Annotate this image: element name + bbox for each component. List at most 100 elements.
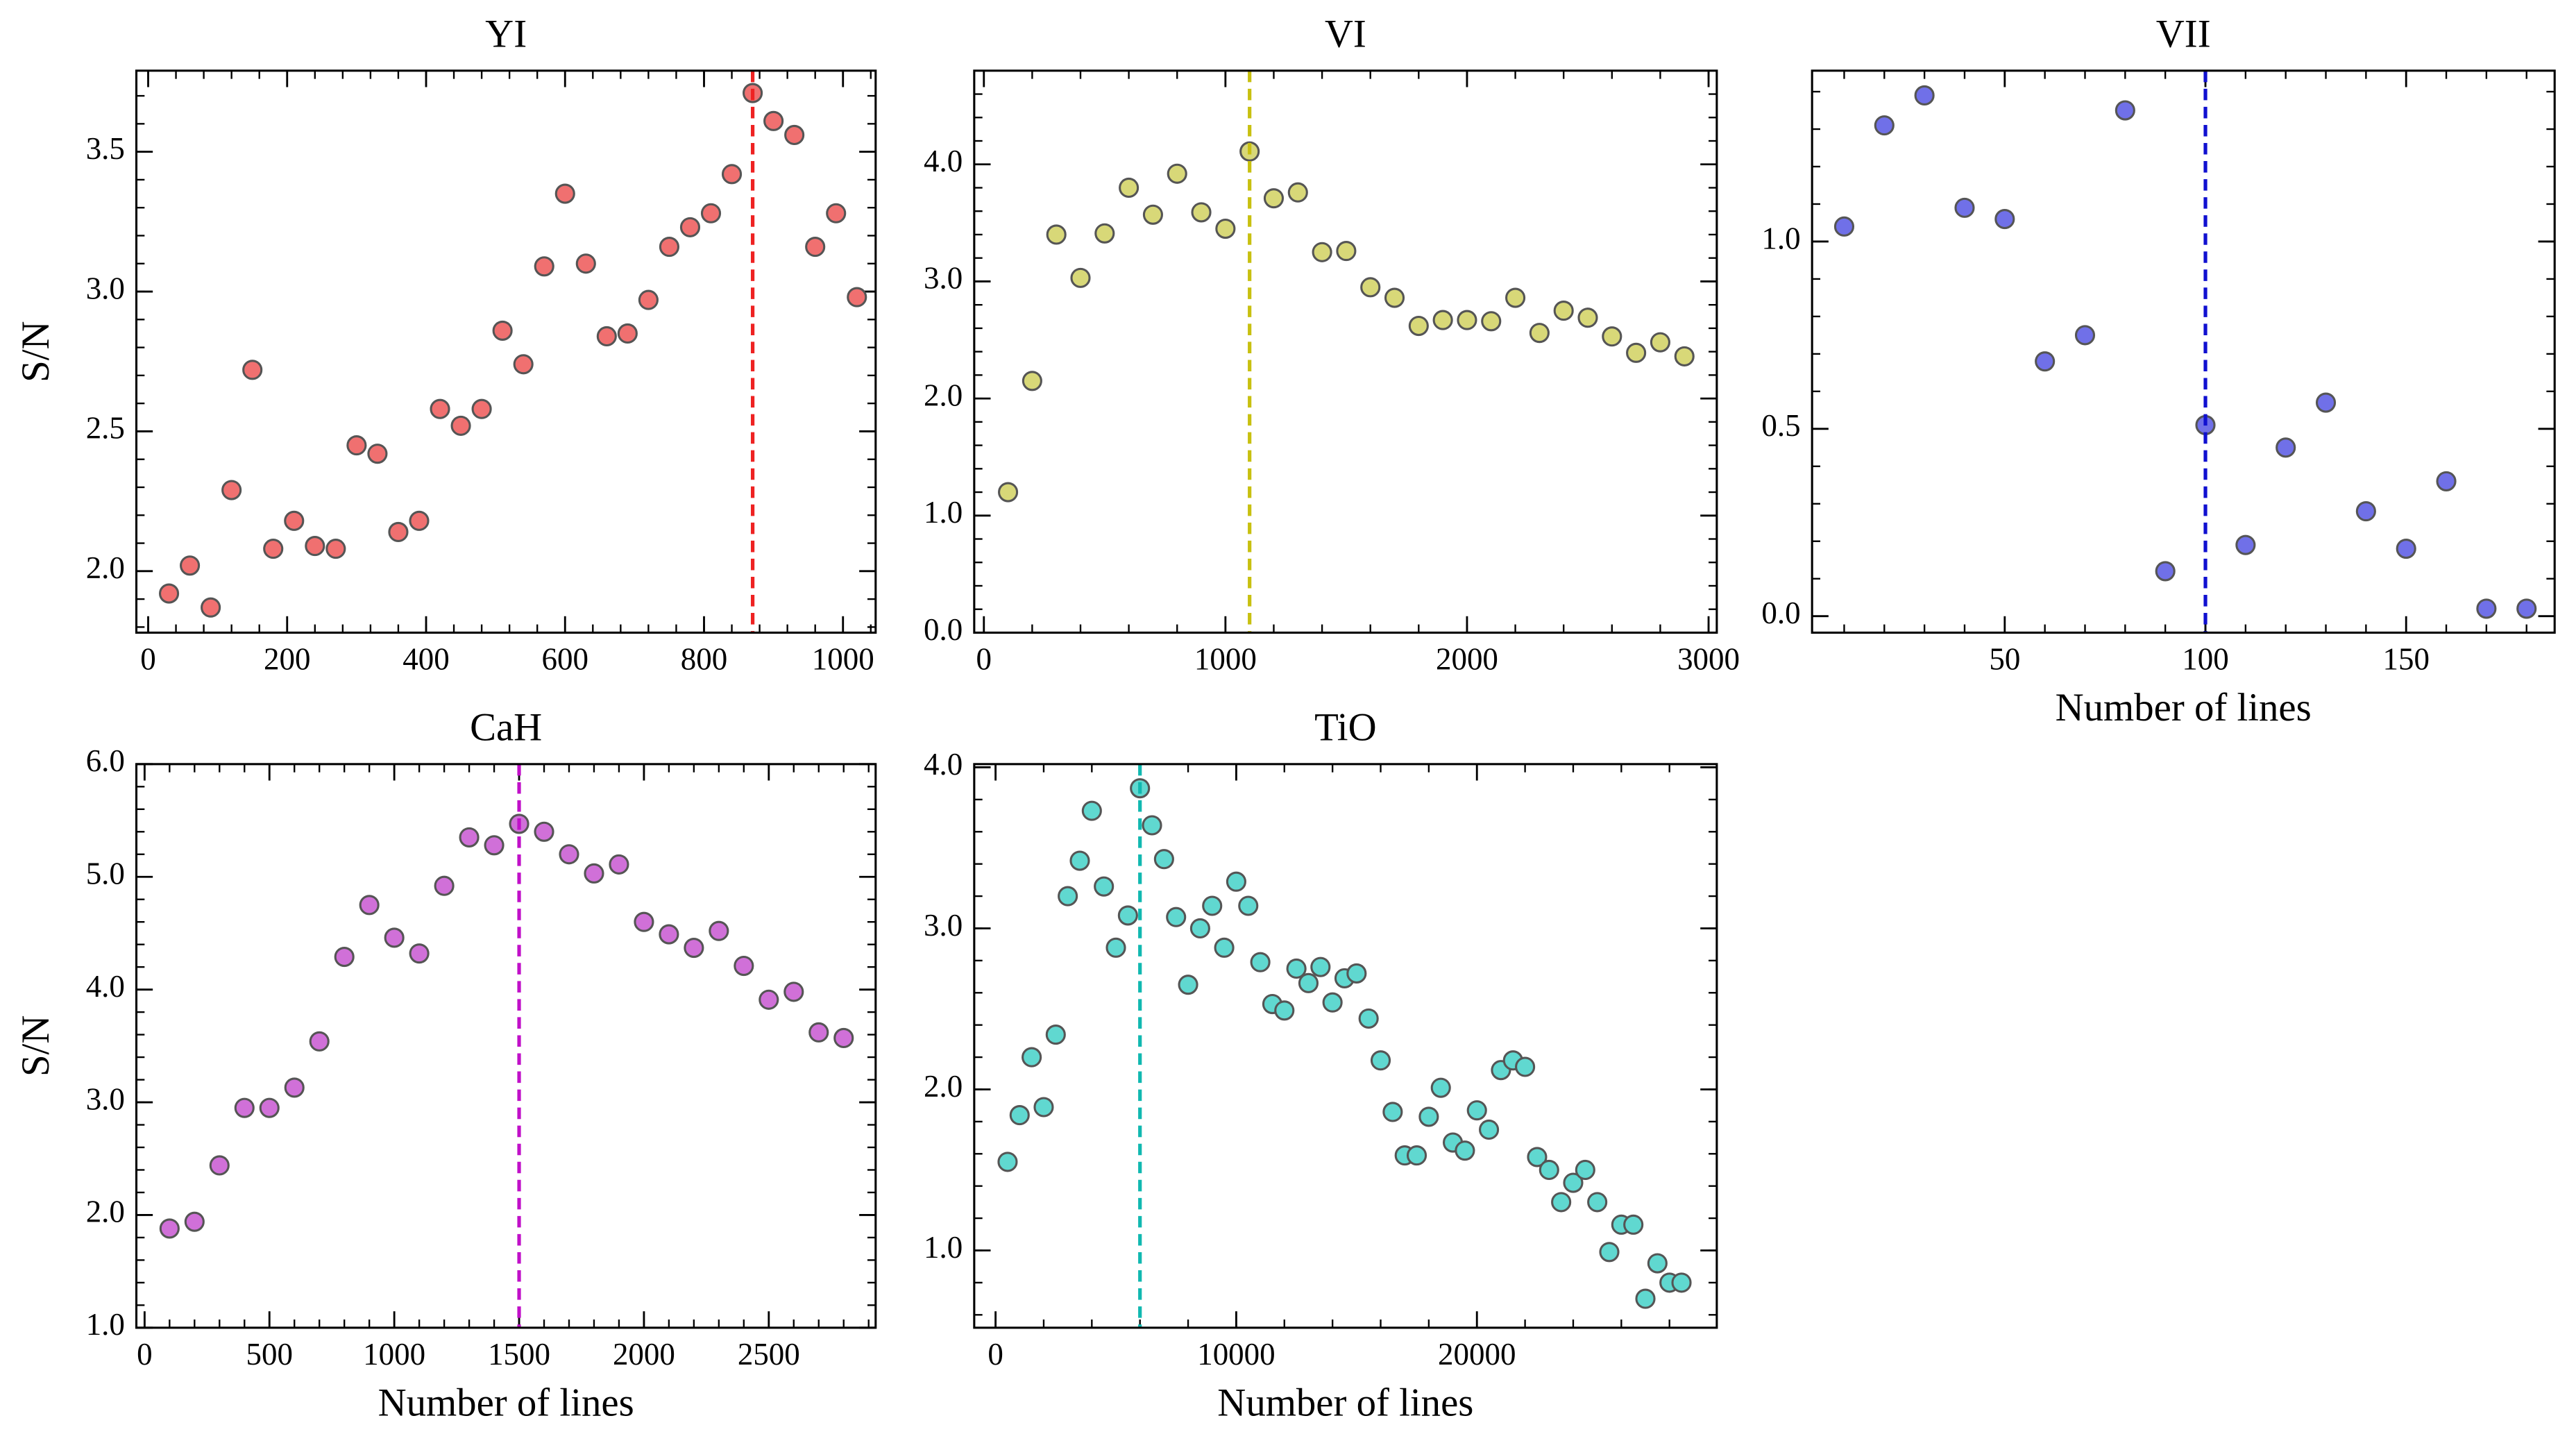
subplot-title: CaH (470, 706, 542, 750)
point (559, 844, 579, 865)
point (1142, 815, 1162, 836)
point (1046, 224, 1067, 245)
point (534, 821, 554, 842)
point (808, 1022, 829, 1043)
y-tick-label: 2.0 (86, 1195, 125, 1229)
point (346, 435, 367, 456)
y-tick-label: 3.0 (86, 1081, 125, 1116)
subplot-title: YI (485, 12, 527, 56)
point (459, 827, 480, 848)
point (305, 536, 325, 557)
point (1529, 323, 1550, 344)
point (1587, 1192, 1608, 1213)
point (1105, 937, 1126, 958)
point (1070, 267, 1091, 288)
subplot-title: VI (1325, 12, 1366, 56)
y-tick-label: 3.0 (924, 908, 963, 943)
point (284, 1077, 305, 1098)
point (1539, 1159, 1559, 1181)
point (734, 955, 754, 977)
point (659, 237, 679, 258)
point (1408, 315, 1429, 337)
point (1874, 115, 1895, 136)
subplot: 0 500 1000 1500 2000 2500 1.0 2.0 3.0 4.0 5.0 6.0 Ca… (14, 706, 877, 1425)
point (180, 555, 201, 576)
y-tick-label: 3.0 (86, 271, 125, 305)
y-tick-label: 2.5 (86, 411, 125, 446)
point (263, 539, 284, 559)
y-tick-label: 0.5 (1761, 408, 1800, 443)
point (513, 354, 534, 375)
x-tick-label: 0 (140, 641, 155, 676)
point (1674, 346, 1695, 366)
subplot-title: TiO (1314, 706, 1377, 750)
x-tick-label: 800 (681, 641, 727, 676)
point (1142, 204, 1163, 225)
point (1671, 1272, 1692, 1293)
point (2315, 392, 2337, 413)
x-tick-label: 0 (976, 641, 992, 676)
point (684, 937, 704, 959)
y-tick-label: 2.0 (86, 550, 125, 585)
point (2155, 561, 2176, 582)
point (234, 1097, 255, 1118)
x-axis-label: Number of lines (378, 1381, 634, 1425)
point (997, 1152, 1018, 1172)
subplot: 0 10000 20000 1.0 2.0 3.0 4.0 TiO Number of line… (924, 706, 1718, 1425)
point (1635, 1288, 1656, 1309)
point (1287, 182, 1308, 203)
y-tick-label: 1.0 (1761, 221, 1800, 255)
point (1189, 918, 1210, 939)
x-tick-label: 600 (542, 641, 588, 676)
y-axis-label: S/N (14, 321, 58, 382)
point (1045, 1025, 1066, 1045)
y-tick-label: 2.0 (924, 378, 963, 412)
point (2074, 325, 2096, 346)
point (367, 444, 388, 464)
point (1274, 1000, 1295, 1021)
plot-frame (135, 763, 877, 1329)
x-axis-label: Number of lines (2056, 686, 2312, 730)
point (1650, 332, 1670, 353)
point (1455, 1140, 1475, 1161)
y-tick-label: 6.0 (86, 743, 125, 778)
subplot: 0 1000 2000 3000 0.0 1.0 2.0 3.0 4.0 VI (924, 12, 1740, 677)
point (1647, 1253, 1668, 1274)
y-tick-label: 4.0 (86, 969, 125, 1004)
point (1178, 975, 1198, 995)
point (700, 203, 722, 224)
point (1166, 907, 1187, 927)
point (1360, 277, 1381, 298)
x-tick-label: 1000 (363, 1337, 425, 1372)
point (1094, 876, 1115, 897)
point (1022, 1047, 1042, 1068)
point (1382, 1102, 1403, 1122)
point (159, 1218, 180, 1239)
y-tick-label: 3.0 (924, 261, 963, 296)
point (1602, 326, 1622, 347)
point (1384, 287, 1405, 308)
y-tick-label: 1.0 (86, 1307, 125, 1342)
point (617, 323, 638, 344)
point (1466, 1100, 1487, 1121)
x-tick-label: 2000 (1436, 641, 1498, 676)
point (284, 510, 305, 531)
point (575, 253, 596, 274)
x-tick-label: 500 (246, 1337, 293, 1372)
point (659, 924, 679, 945)
x-tick-label: 1000 (812, 641, 874, 676)
point (158, 583, 180, 604)
point (1263, 188, 1285, 209)
point (184, 1211, 205, 1232)
point (1626, 342, 1647, 363)
point (1370, 1050, 1391, 1071)
plot-frame (135, 69, 877, 634)
point (242, 360, 263, 380)
point (1406, 1145, 1427, 1166)
x-tick-label: 2500 (738, 1337, 800, 1372)
point (2276, 437, 2296, 458)
point (1563, 1172, 1584, 1193)
y-axis-label: S/N (14, 1015, 58, 1077)
point (2396, 538, 2416, 559)
